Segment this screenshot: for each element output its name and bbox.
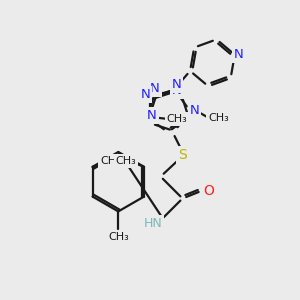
Text: CH₃: CH₃: [100, 156, 121, 166]
Text: N: N: [190, 104, 200, 117]
Text: N: N: [147, 109, 157, 122]
Text: CH₃: CH₃: [116, 156, 136, 166]
Text: N: N: [172, 78, 182, 91]
Text: N: N: [140, 88, 150, 101]
Text: CH₃: CH₃: [167, 114, 187, 124]
Text: CH₃: CH₃: [208, 113, 229, 123]
Text: N: N: [150, 82, 160, 95]
Text: CH₃: CH₃: [108, 232, 129, 242]
Text: S: S: [178, 148, 187, 162]
Text: O: O: [203, 184, 214, 197]
Text: HN: HN: [143, 217, 162, 230]
Text: N: N: [172, 84, 182, 97]
Text: N: N: [234, 48, 244, 61]
